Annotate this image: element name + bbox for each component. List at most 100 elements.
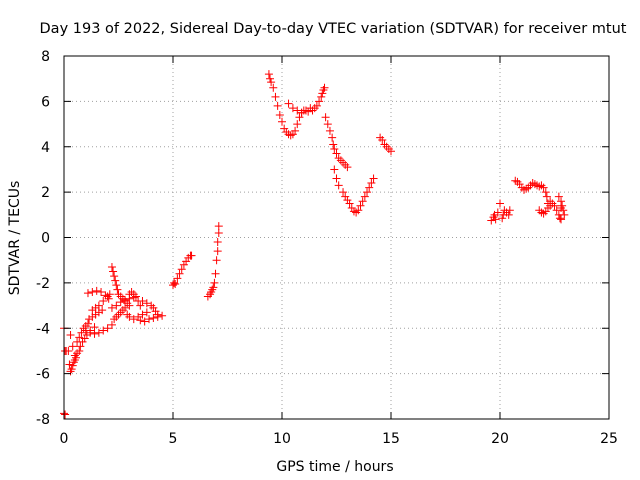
- y-tick-label: 6: [41, 94, 50, 110]
- y-tick-label: -2: [36, 276, 50, 292]
- data-point: [65, 360, 74, 369]
- data-point: [149, 314, 158, 323]
- x-tick-label: 0: [60, 431, 69, 447]
- data-point: [266, 74, 275, 83]
- data-point: [504, 210, 513, 219]
- data-point: [498, 214, 507, 223]
- data-point: [211, 269, 220, 278]
- data-point: [94, 328, 103, 337]
- data-point: [213, 247, 222, 256]
- grid-lines: [64, 56, 609, 419]
- data-point: [539, 183, 548, 192]
- data-point: [318, 89, 327, 98]
- data-point: [99, 326, 108, 335]
- data-point: [271, 92, 280, 101]
- data-point: [158, 311, 167, 320]
- data-point: [136, 316, 145, 325]
- data-point: [83, 319, 92, 328]
- data-point: [387, 147, 395, 156]
- data-point: [88, 287, 97, 296]
- data-point: [112, 301, 121, 310]
- data-point: [101, 291, 110, 300]
- data-point: [541, 188, 550, 197]
- data-point: [125, 312, 134, 321]
- data-point: [304, 107, 313, 116]
- data-point: [92, 286, 101, 295]
- y-tick-label: 2: [41, 185, 50, 201]
- data-point: [90, 329, 99, 338]
- data-point: [121, 295, 130, 304]
- data-point: [334, 181, 343, 190]
- y-tick-label: -4: [36, 321, 50, 337]
- data-point: [339, 188, 348, 197]
- data-point: [273, 101, 282, 110]
- data-point: [71, 353, 80, 362]
- chart-title: Day 193 of 2022, Sidereal Day-to-day VTE…: [40, 21, 627, 37]
- data-point: [153, 312, 162, 321]
- data-point: [175, 269, 184, 278]
- data-point: [98, 306, 107, 315]
- data-point: [210, 278, 219, 287]
- data-point: [81, 326, 90, 335]
- data-point: [320, 83, 329, 92]
- data-point: [297, 108, 306, 117]
- data-point: [345, 199, 354, 208]
- data-point: [264, 70, 273, 79]
- data-point: [66, 331, 75, 340]
- data-point: [64, 346, 73, 355]
- data-point: [136, 301, 145, 310]
- data-point: [109, 267, 118, 276]
- data-point: [542, 192, 551, 201]
- y-tick-label: 8: [41, 49, 50, 65]
- data-point: [557, 215, 566, 224]
- data-point: [116, 298, 125, 307]
- data-point: [214, 222, 223, 231]
- data-point: [112, 281, 121, 290]
- data-point: [554, 192, 563, 201]
- data-point: [558, 201, 567, 210]
- x-tick-label: 15: [382, 431, 400, 447]
- data-point: [209, 283, 218, 292]
- data-point: [493, 208, 502, 217]
- data-points: [60, 70, 569, 419]
- data-point: [555, 214, 564, 223]
- data-point: [560, 210, 569, 219]
- data-point: [550, 201, 559, 210]
- data-point: [212, 256, 221, 265]
- y-tick-label: 4: [41, 140, 50, 156]
- data-point: [363, 188, 372, 197]
- data-point: [317, 92, 326, 101]
- data-point: [291, 126, 300, 135]
- data-point: [365, 183, 374, 192]
- data-point: [284, 99, 293, 108]
- y-tick-label: -8: [36, 412, 50, 428]
- data-point: [187, 251, 196, 260]
- data-point: [295, 113, 304, 122]
- data-point: [94, 301, 103, 310]
- data-point: [121, 303, 130, 312]
- data-point: [378, 135, 387, 144]
- axis-ticks: 0 5 10 15 20 25 -8 -6 -4 -2 0 2 4 6 8: [36, 49, 618, 447]
- data-point: [75, 333, 84, 342]
- data-point: [278, 117, 286, 126]
- data-point: [105, 290, 114, 299]
- data-point: [107, 262, 116, 271]
- x-tick-label: 20: [491, 431, 509, 447]
- data-point: [354, 206, 363, 215]
- data-point: [267, 78, 276, 87]
- data-point: [177, 265, 186, 274]
- data-point: [356, 201, 365, 210]
- data-point: [325, 126, 334, 135]
- data-point: [138, 310, 147, 319]
- data-point: [214, 228, 223, 237]
- data-point: [312, 101, 321, 110]
- data-point: [330, 165, 339, 174]
- data-point: [61, 410, 70, 419]
- data-point: [125, 301, 134, 310]
- data-point: [77, 328, 86, 337]
- data-point: [559, 206, 568, 215]
- data-point: [90, 323, 99, 332]
- data-point: [505, 206, 514, 215]
- data-point: [104, 294, 113, 303]
